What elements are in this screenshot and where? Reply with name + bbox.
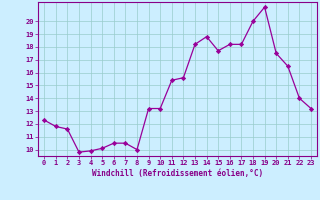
X-axis label: Windchill (Refroidissement éolien,°C): Windchill (Refroidissement éolien,°C) [92, 169, 263, 178]
